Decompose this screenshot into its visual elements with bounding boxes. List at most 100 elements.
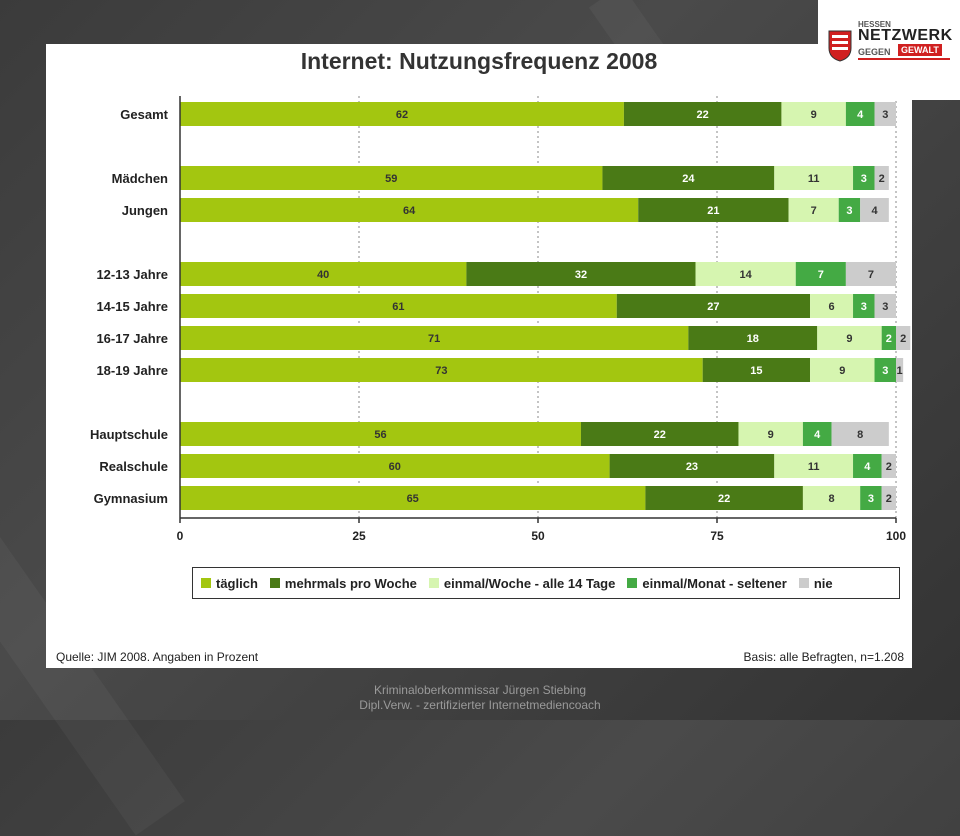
- data-label: 24: [682, 173, 695, 185]
- logo-subtitle: GEGEN: [858, 47, 891, 57]
- data-label: 9: [768, 429, 774, 441]
- category-label: Realschule: [99, 459, 168, 474]
- bar-segment: [896, 358, 904, 382]
- footer: Kriminaloberkommissar Jürgen Stiebing Di…: [0, 683, 960, 713]
- legend-item-einmal-monat: einmal/Monat - seltener: [627, 576, 787, 591]
- basis-note: Basis: alle Befragten, n=1.208: [743, 650, 904, 664]
- bar-segment: [874, 358, 896, 382]
- bar-segment: [645, 486, 803, 510]
- bar-segment: [774, 454, 854, 478]
- data-label: 3: [846, 205, 852, 217]
- legend-label: nie: [813, 575, 833, 591]
- bar-segment: [466, 262, 696, 286]
- bar-segment: [860, 198, 889, 222]
- data-label: 9: [846, 333, 852, 345]
- data-label: 7: [811, 205, 817, 217]
- category-label: 18-19 Jahre: [96, 363, 168, 378]
- data-label: 22: [718, 493, 730, 505]
- data-label: 7: [868, 269, 874, 281]
- data-label: 3: [882, 365, 888, 377]
- data-label: 60: [389, 461, 401, 473]
- bar-segment: [638, 198, 789, 222]
- bar-segment: [602, 166, 775, 190]
- bar-segment: [896, 326, 911, 350]
- footer-credential: Dipl.Verw. - zertifizierter Internetmedi…: [359, 698, 601, 712]
- bar-segment: [881, 454, 896, 478]
- bar-segment: [781, 102, 846, 126]
- data-label: 3: [861, 173, 867, 185]
- logo-underline: [858, 58, 950, 60]
- data-label: 21: [707, 205, 719, 217]
- legend-label: mehrmals pro Woche: [284, 575, 417, 591]
- data-label: 4: [814, 429, 821, 441]
- data-label: 73: [435, 365, 447, 377]
- bar-segment: [853, 294, 875, 318]
- bar-segment: [838, 198, 861, 222]
- chart-slide: Internet: Nutzungsfrequenz 2008 Gesamt 62…: [46, 44, 912, 668]
- bar-segment: [695, 262, 796, 286]
- x-tick-label: 75: [710, 529, 724, 543]
- bar-segment: [874, 294, 896, 318]
- bar-segment: [180, 294, 617, 318]
- x-tick-label: 50: [531, 529, 545, 543]
- bar-segment: [874, 102, 896, 126]
- data-label: 9: [811, 109, 817, 121]
- data-label: 22: [654, 429, 666, 441]
- bar-segment: [623, 102, 782, 126]
- x-tick-label: 0: [177, 529, 184, 543]
- bar-segment: [810, 294, 854, 318]
- data-label: 3: [882, 301, 888, 313]
- bar-segment: [180, 326, 689, 350]
- data-label: 7: [818, 269, 824, 281]
- category-label: Mädchen: [112, 171, 168, 186]
- bar-segment: [860, 486, 882, 510]
- data-label: 2: [886, 493, 892, 505]
- data-label: 3: [868, 493, 874, 505]
- data-label: 6: [828, 301, 834, 313]
- bar-segment: [802, 486, 861, 510]
- category-label: 16-17 Jahre: [96, 331, 168, 346]
- bar-segment: [788, 198, 839, 222]
- bar-segment: [817, 326, 882, 350]
- legend-swatch-mehrmals: [269, 578, 280, 588]
- data-label: 1: [897, 365, 903, 377]
- data-label: 8: [828, 493, 834, 505]
- bar-segment: [881, 326, 896, 350]
- data-label: 2: [886, 333, 892, 345]
- bar-segment: [810, 358, 875, 382]
- bar-segment: [609, 454, 775, 478]
- bar-segment: [180, 102, 624, 126]
- logo: HESSEN NETZWERK GEGEN GEWALT: [818, 0, 960, 100]
- data-label: 61: [392, 301, 404, 313]
- data-label: 2: [900, 333, 906, 345]
- bar-segment: [845, 262, 896, 286]
- data-label: 14: [740, 269, 753, 281]
- legend-label: einmal/Woche - alle 14 Tage: [443, 575, 616, 591]
- data-label: 4: [864, 461, 871, 473]
- category-label: Gesamt: [120, 107, 168, 122]
- category-label: Hauptschule: [90, 427, 168, 442]
- data-label: 59: [385, 173, 397, 185]
- x-tick-label: 100: [886, 529, 906, 543]
- data-label: 2: [879, 173, 885, 185]
- legend-swatch-nie: [798, 578, 809, 588]
- source-note: Quelle: JIM 2008. Angaben in Prozent: [56, 650, 259, 664]
- data-label: 27: [707, 301, 719, 313]
- bar-segment: [881, 486, 896, 510]
- data-label: 11: [808, 173, 820, 185]
- data-label: 9: [839, 365, 845, 377]
- bar-segment: [774, 166, 854, 190]
- bar-segment: [180, 486, 646, 510]
- legend-item-taeglich: täglich: [201, 576, 258, 591]
- hessen-crest-icon: [828, 30, 852, 62]
- legend-swatch-taeglich: [201, 578, 211, 588]
- data-label: 56: [374, 429, 386, 441]
- bar-segment: [702, 358, 811, 382]
- data-label: 64: [403, 205, 416, 217]
- bar-segment: [853, 454, 882, 478]
- data-label: 23: [686, 461, 698, 473]
- legend-label: täglich: [216, 575, 258, 591]
- category-label: 12-13 Jahre: [96, 267, 168, 282]
- bar-segment: [845, 102, 875, 126]
